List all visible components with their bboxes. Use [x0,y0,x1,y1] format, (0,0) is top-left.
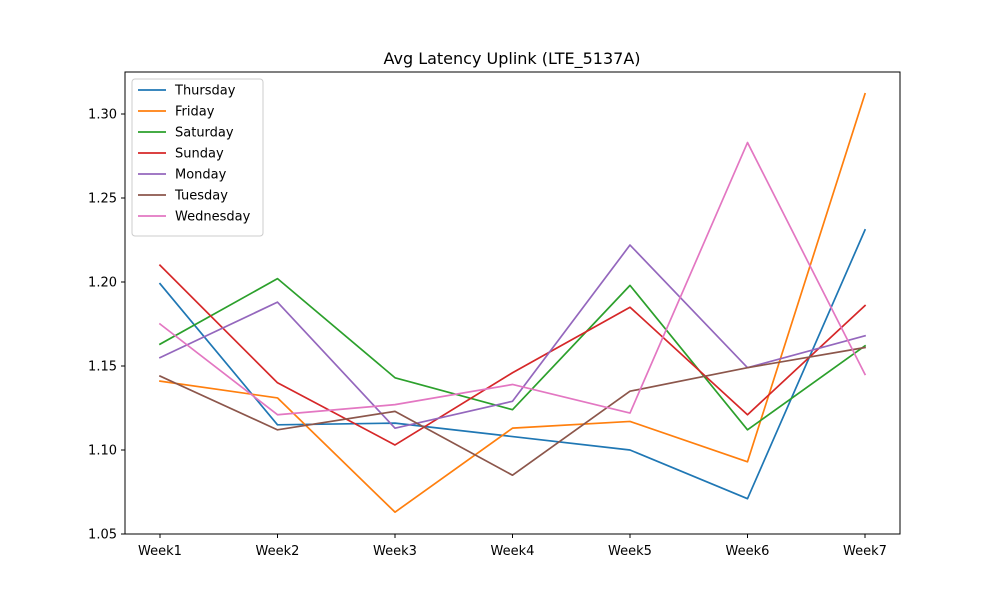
series-line-thursday [158,228,867,500]
series-line-friday [159,92,867,514]
legend-label-friday: Friday [175,105,215,120]
legend-label-monday: Monday [175,168,227,183]
x-tick-label: Week1 [138,544,182,559]
chart-title: Avg Latency Uplink (LTE_5137A) [383,49,640,69]
x-tick-label: Week3 [373,544,417,559]
legend: Thursday Friday Saturday Sunday Monday Tuesda… [131,78,264,237]
series-line-tuesday [158,346,866,477]
x-tick-label: Week7 [843,544,887,559]
legend-label-tuesday: Tuesday [174,189,228,204]
x-tick-label: Week6 [726,544,770,559]
y-tick-label: 1.20 [88,276,117,291]
legend-box [131,78,264,237]
y-tick-label: 1.05 [88,528,117,543]
legend-label-thursday: Thursday [174,84,236,99]
legend-label-sunday: Sunday [175,147,224,162]
legend-label-saturday: Saturday [175,126,234,141]
series-line-wednesday [158,141,867,416]
x-tick-label: Week5 [608,544,652,559]
y-tick-label: 1.30 [88,108,117,123]
y-tick-label: 1.10 [88,444,117,459]
legend-label-wednesday: Wednesday [175,210,251,225]
y-tick-label: 1.15 [88,360,117,375]
series-line-sunday [158,263,867,446]
y-tick-label: 1.25 [88,192,117,207]
plot-area: Week1 Week2 Week3 Week4 Week5 Week6 Week7 1.05 1… [88,71,901,559]
series-line-saturday [158,277,867,431]
x-tick-label: Week2 [256,544,300,559]
x-tick-label: Week4 [491,544,535,559]
